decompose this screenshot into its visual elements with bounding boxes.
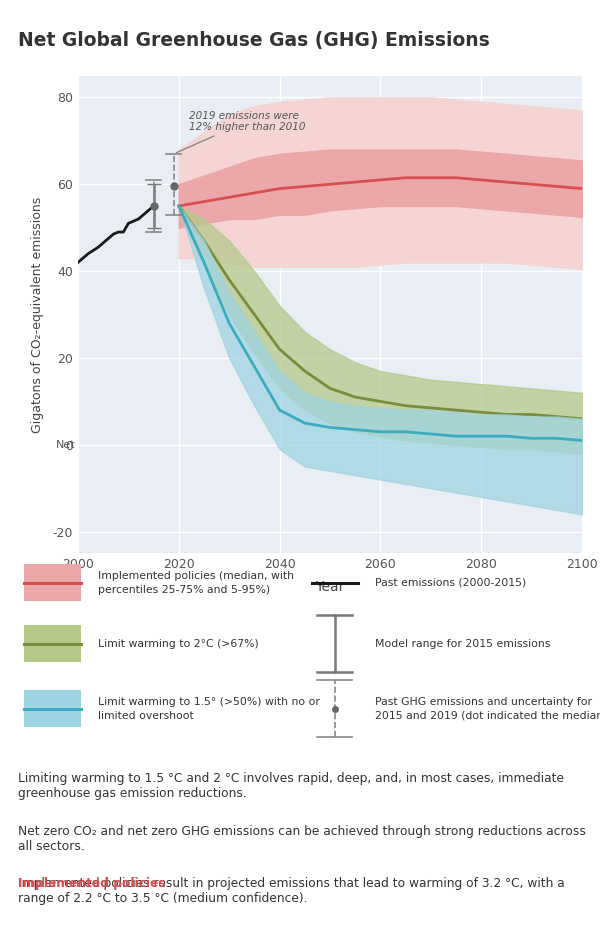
Text: Net Global Greenhouse Gas (GHG) Emissions: Net Global Greenhouse Gas (GHG) Emission… xyxy=(18,31,490,50)
FancyBboxPatch shape xyxy=(23,564,81,601)
Text: Limit warming to 2°C (>67%): Limit warming to 2°C (>67%) xyxy=(98,639,259,649)
Text: Limit warming to 1.5° (>50%) with no or
limited overshoot: Limit warming to 1.5° (>50%) with no or … xyxy=(98,696,320,721)
Text: Net: Net xyxy=(56,440,76,450)
Text: 2019 emissions were
12% higher than 2010: 2019 emissions were 12% higher than 2010 xyxy=(176,111,305,152)
Text: Implemented policies result in projected emissions that lead to warming of 3.2 °: Implemented policies result in projected… xyxy=(18,877,565,905)
FancyBboxPatch shape xyxy=(23,625,81,662)
Text: Past GHG emissions and uncertainty for
2015 and 2019 (dot indicated the median): Past GHG emissions and uncertainty for 2… xyxy=(375,696,600,721)
X-axis label: Year: Year xyxy=(316,580,344,593)
Text: Implemented policies (median, with
percentiles 25-75% and 5-95%): Implemented policies (median, with perce… xyxy=(98,570,295,594)
Text: Limiting warming to 1.5 °C and 2 °C involves rapid, deep, and, in most cases, im: Limiting warming to 1.5 °C and 2 °C invo… xyxy=(18,772,564,800)
Text: Implemented policies: Implemented policies xyxy=(18,877,166,890)
Text: Net zero CO₂ and net zero GHG emissions can be achieved through strong reduction: Net zero CO₂ and net zero GHG emissions … xyxy=(18,825,586,852)
Text: Model range for 2015 emissions: Model range for 2015 emissions xyxy=(375,639,550,649)
Text: Past emissions (2000-2015): Past emissions (2000-2015) xyxy=(375,578,526,587)
Y-axis label: Gigatons of CO₂-equivalent emissions: Gigatons of CO₂-equivalent emissions xyxy=(31,197,44,432)
FancyBboxPatch shape xyxy=(23,691,81,727)
